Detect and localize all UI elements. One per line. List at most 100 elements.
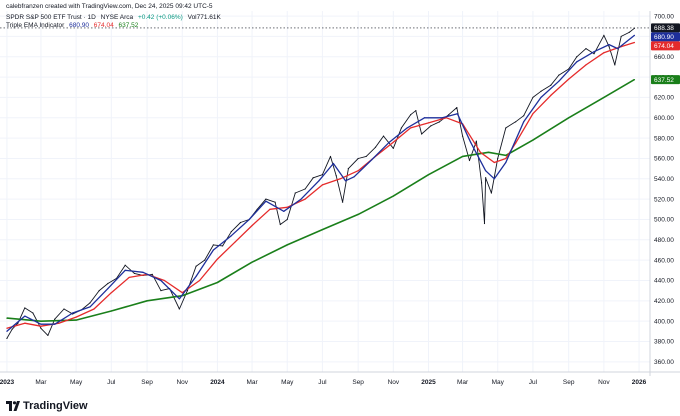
data-point-ema-mid <box>515 142 517 144</box>
data-point-price <box>430 125 432 127</box>
x-tick-label: May <box>281 379 294 386</box>
data-point-ema-fast <box>124 269 126 271</box>
y-tick-label: 420.00 <box>654 298 674 305</box>
data-point-price <box>286 218 288 221</box>
data-point-ema-fast <box>300 198 302 200</box>
data-point-ema-fast <box>470 141 472 143</box>
last-price-label: 688.38 <box>651 23 680 33</box>
y-tick-label: 400.00 <box>654 318 674 325</box>
x-tick-label: Sep <box>141 379 153 386</box>
price-change: +0.42 (+0.06%) <box>137 14 183 21</box>
x-tick-label: Sep <box>563 379 575 386</box>
data-point-price <box>239 221 242 224</box>
data-point-price <box>456 107 458 109</box>
data-point-price <box>222 245 224 247</box>
data-point-price <box>294 192 296 194</box>
data-point-ema-mid <box>505 157 507 160</box>
ema-fast-price-label-bg <box>651 32 680 42</box>
data-point-price <box>480 182 483 184</box>
data-point-price <box>204 259 206 261</box>
data-point-price <box>265 198 267 200</box>
ema-fast-value: 680.90 <box>69 22 89 29</box>
tradingview-logo[interactable]: TradingView <box>6 400 88 412</box>
symbol-name[interactable]: SPDR S&P 500 ETF Trust · 1D <box>6 14 96 21</box>
ema-slow-price-label-text: 637.52 <box>654 77 674 84</box>
y-tick-label: 660.00 <box>654 54 674 61</box>
data-point-price <box>505 127 507 129</box>
y-tick-label: 520.00 <box>654 196 674 203</box>
data-point-price <box>540 90 542 92</box>
data-point-price <box>335 175 337 177</box>
chart-grid <box>0 11 650 372</box>
ema-fast-price-label-text: 680.90 <box>654 34 674 41</box>
x-tick-label: Jul <box>529 379 538 386</box>
data-point-ema-slow <box>110 310 112 312</box>
series-line-ema-fast <box>6 34 635 332</box>
series-line-ema-slow <box>6 78 635 323</box>
data-point-ema-slow <box>286 244 288 246</box>
data-point-ema-slow <box>532 139 534 141</box>
data-point-price <box>568 68 570 70</box>
data-point-ema-slow <box>392 195 394 197</box>
data-point-ema-fast <box>441 117 443 119</box>
data-point-ema-slow <box>146 300 148 302</box>
data-point-price <box>347 168 349 170</box>
data-point-ema-mid <box>479 151 482 153</box>
chart-series <box>0 27 650 340</box>
data-point-price <box>54 318 56 320</box>
data-point-ema-mid <box>93 308 95 310</box>
data-point-price <box>160 290 162 292</box>
data-point-ema-slow <box>216 281 219 284</box>
data-point-ema-slow <box>321 229 324 231</box>
data-point-ema-mid <box>532 113 534 115</box>
tradingview-logo-icon <box>6 401 20 411</box>
data-point-ema-fast <box>142 271 144 273</box>
data-point-price <box>585 48 587 50</box>
x-tick-label: Jul <box>318 379 327 386</box>
ema-slow-price-label: 637.52 <box>651 75 680 85</box>
data-point-ema-fast <box>608 43 610 46</box>
data-point-price <box>410 114 412 116</box>
data-point-price <box>341 201 344 203</box>
data-point-ema-fast <box>160 279 162 282</box>
data-point-ema-fast <box>388 141 390 143</box>
data-point-price <box>614 64 616 66</box>
price-scale-labels: 688.38 680.90 674.04 637.52 <box>651 23 680 85</box>
data-point-ema-slow <box>40 320 42 322</box>
data-point-ema-slow <box>357 213 359 215</box>
data-point-price <box>24 307 26 309</box>
ema-slow-price-label-bg <box>651 75 680 85</box>
data-point-ema-fast <box>6 330 8 332</box>
data-point-price <box>274 201 276 203</box>
x-tick-label: Jul <box>107 379 116 386</box>
x-tick-label: Mar <box>457 379 469 386</box>
data-point-ema-mid <box>493 161 495 164</box>
x-tick-label: Nov <box>176 379 188 386</box>
data-point-ema-fast <box>493 178 495 180</box>
data-point-ema-slow <box>568 117 570 119</box>
ema-fast-price-label: 680.90 <box>651 32 680 42</box>
y-tick-label: 500.00 <box>654 217 674 224</box>
x-tick-label: May <box>492 379 505 386</box>
data-point-ema-mid <box>163 279 165 282</box>
data-point-price <box>603 34 605 37</box>
data-point-ema-mid <box>216 258 219 260</box>
data-point-ema-mid <box>568 78 570 80</box>
data-point-ema-mid <box>410 127 412 129</box>
last-price-label-text: 688.38 <box>654 25 674 32</box>
data-point-price <box>63 308 65 310</box>
data-point-ema-fast <box>540 96 542 99</box>
y-tick-label: 460.00 <box>654 257 674 264</box>
data-point-price <box>497 157 499 160</box>
data-point-price <box>321 174 324 176</box>
data-point-ema-slow <box>251 261 253 263</box>
ema-mid-price-label-bg <box>651 41 680 51</box>
y-tick-label: 440.00 <box>654 278 674 285</box>
last-price-label-bg <box>651 23 680 33</box>
data-point-ema-slow <box>633 79 636 81</box>
data-point-price <box>304 188 306 190</box>
data-point-ema-mid <box>357 170 359 172</box>
indicator-name[interactable]: Triple EMA Indicator <box>6 22 65 29</box>
data-point-ema-mid <box>321 184 324 186</box>
